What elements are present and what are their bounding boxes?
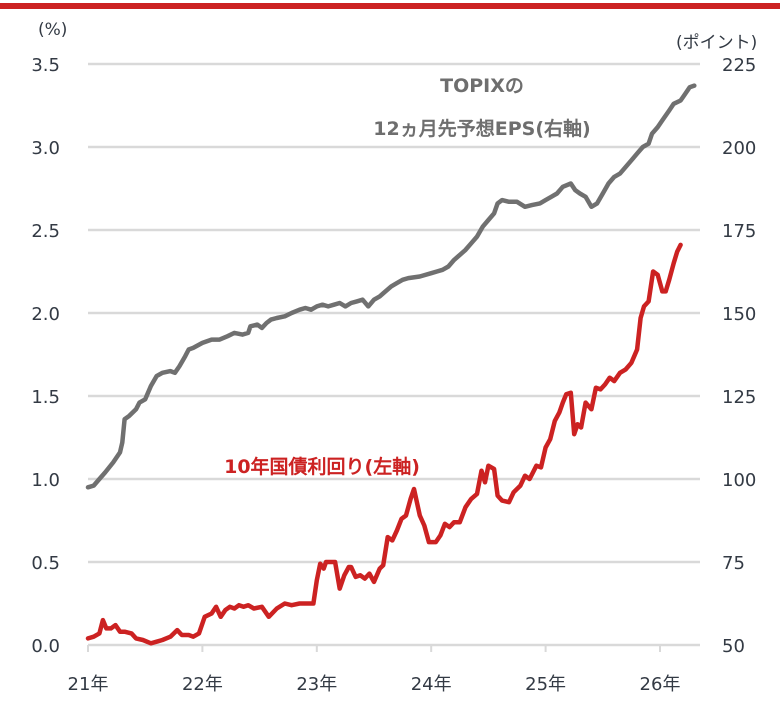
x-tick-label: 21年 (68, 674, 109, 695)
header-accent-bar (0, 3, 780, 9)
left-y-tick-label: 2.0 (31, 304, 60, 325)
right-y-tick-label: 100 (722, 470, 756, 491)
right-y-tick-label: 75 (722, 553, 745, 574)
right-y-tick-label: 225 (722, 55, 756, 76)
x-tick-label: 25年 (525, 674, 566, 695)
left-y-axis: 0.0 0.5 1.0 1.5 2.0 2.5 3.0 3.5 (31, 55, 60, 657)
series-labels: TOPIXの 12ヵ月先予想EPS(右軸) 10年国債利回り(左軸) (224, 75, 591, 478)
right-y-tick-label: 150 (722, 304, 756, 325)
x-tick-label: 24年 (411, 674, 452, 695)
series-lines (85, 83, 697, 646)
eps-line (85, 83, 697, 490)
grid-lines (88, 62, 700, 647)
left-y-tick-label: 2.5 (31, 221, 60, 242)
right-y-tick-label: 125 (722, 387, 756, 408)
right-axis-unit: (ポイント) (676, 33, 758, 53)
eps-series-label-line2: 12ヵ月先予想EPS(右軸) (373, 117, 590, 140)
jgb-series-label: 10年国債利回り(左軸) (224, 455, 420, 478)
left-y-tick-label: 3.0 (31, 138, 60, 159)
left-y-tick-label: 1.5 (31, 387, 60, 408)
right-y-tick-label: 175 (722, 221, 756, 242)
right-y-tick-label: 50 (722, 636, 745, 657)
left-y-tick-label: 1.0 (31, 470, 60, 491)
x-axis: 21年 22年 23年 24年 25年 26年 (68, 645, 681, 695)
left-axis-unit: (%) (38, 20, 68, 40)
left-y-tick-label: 3.5 (31, 55, 60, 76)
jgb-yield-line (85, 242, 683, 646)
left-y-tick-label: 0.5 (31, 553, 60, 574)
x-tick-label: 26年 (640, 674, 681, 695)
eps-series-label-line1: TOPIXの (440, 75, 524, 97)
left-y-tick-label: 0.0 (31, 636, 60, 657)
x-tick-label: 23年 (296, 674, 337, 695)
right-y-tick-label: 200 (722, 138, 756, 159)
right-y-axis: 50 75 100 125 150 175 200 225 (722, 55, 756, 657)
x-tick-label: 22年 (182, 674, 223, 695)
